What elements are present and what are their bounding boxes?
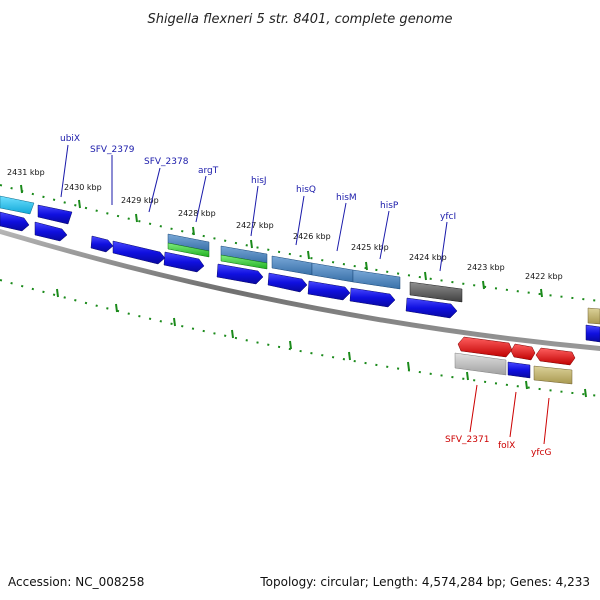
- major-tick: [56, 288, 59, 298]
- gene-label[interactable]: yfcI: [440, 212, 456, 222]
- major-tick: [424, 271, 427, 281]
- major-tick: [307, 250, 310, 260]
- gene-feature-hisQ[interactable]: [271, 255, 313, 276]
- gene-labels-bottom: SFV_2371 folX yfcG: [445, 435, 551, 458]
- kbp-label: 2427 kbp: [236, 221, 274, 230]
- cds-arrow[interactable]: [349, 287, 396, 308]
- gene-label[interactable]: SFV_2371: [445, 435, 489, 445]
- leader-line: [469, 384, 478, 433]
- topology-text: Topology: circular; Length: 4,574,284 bp…: [259, 575, 590, 589]
- kbp-label: 2425 kbp: [351, 243, 389, 252]
- major-tick: [365, 261, 368, 271]
- reverse-strand-features: [454, 336, 576, 385]
- cds-arrow[interactable]: [405, 297, 458, 319]
- scale-ticks-bottom: [0, 279, 600, 398]
- gene-label[interactable]: yfcG: [531, 448, 551, 458]
- gene-feature-folX[interactable]: [510, 343, 536, 361]
- gene-feature-green[interactable]: [167, 242, 210, 258]
- major-tick: [192, 226, 195, 236]
- gene-label[interactable]: hisP: [380, 201, 399, 211]
- major-tick: [173, 317, 176, 327]
- gene-label[interactable]: ubiX: [60, 134, 80, 144]
- major-tick: [348, 351, 351, 361]
- leader-line: [336, 202, 347, 252]
- cds-arrow[interactable]: [267, 272, 308, 293]
- gene-feature-hisM[interactable]: [311, 262, 354, 283]
- major-tick: [525, 380, 528, 390]
- cds-arrow[interactable]: [34, 221, 68, 242]
- cds-arrow[interactable]: [307, 280, 351, 301]
- gene-feature-ubiX[interactable]: [37, 204, 73, 225]
- kbp-labels: 2431 kbp 2430 kbp 2429 kbp 2428 kbp 2427…: [7, 168, 563, 281]
- scale-ticks-top: [0, 184, 600, 302]
- major-tick: [407, 361, 410, 371]
- accession-text: Accession: NC_008258: [8, 575, 144, 589]
- gene-labels-top: ubiX SFV_2379 SFV_2378 argT hisJ hisQ hi…: [60, 134, 456, 222]
- cds-arrow[interactable]: [0, 211, 30, 232]
- gene-leader-lines: [60, 144, 550, 445]
- leader-line: [148, 167, 161, 213]
- leader-line: [379, 210, 390, 260]
- kbp-label: 2423 kbp: [467, 263, 505, 272]
- leader-line: [295, 195, 305, 246]
- major-tick: [250, 239, 253, 249]
- cds-arrow[interactable]: [585, 324, 600, 343]
- gene-label[interactable]: hisJ: [251, 176, 267, 186]
- major-tick: [466, 371, 469, 381]
- major-tick: [584, 388, 587, 398]
- major-tick: [135, 213, 138, 223]
- leader-line: [543, 397, 550, 445]
- forward-strand-features: [0, 195, 600, 325]
- gene-label[interactable]: argT: [198, 166, 219, 176]
- gene-feature-yfcI[interactable]: [409, 281, 463, 303]
- gene-label[interactable]: hisQ: [296, 185, 316, 195]
- kbp-label: 2426 kbp: [293, 232, 331, 241]
- map-title: Shigella flexneri 5 str. 8401, complete …: [147, 12, 452, 27]
- gene-feature-SFV_2371[interactable]: [457, 336, 513, 358]
- kbp-label: 2422 kbp: [525, 272, 563, 281]
- gene-label[interactable]: SFV_2379: [90, 145, 135, 155]
- major-tick: [78, 199, 81, 209]
- cds-arrow[interactable]: [90, 235, 114, 253]
- major-tick: [482, 280, 485, 290]
- major-tick: [20, 184, 23, 194]
- gene-label[interactable]: hisM: [336, 193, 357, 203]
- cds-arrow[interactable]: [507, 361, 531, 379]
- gene-feature-khaki[interactable]: [587, 307, 600, 325]
- leader-line: [60, 144, 69, 198]
- leader-line: [509, 391, 517, 438]
- gene-feature-khaki[interactable]: [533, 365, 573, 385]
- cds-forward-arrows: [0, 211, 600, 343]
- gene-feature-yfcG[interactable]: [535, 347, 576, 366]
- gene-feature-green[interactable]: [220, 254, 268, 270]
- gene-label[interactable]: folX: [498, 441, 515, 451]
- gene-feature-cyan[interactable]: [0, 195, 35, 215]
- leader-line: [195, 175, 207, 223]
- kbp-label: 2429 kbp: [121, 196, 159, 205]
- gene-feature-gray[interactable]: [454, 352, 507, 376]
- major-tick: [289, 340, 292, 350]
- cds-arrow[interactable]: [112, 240, 166, 265]
- leader-line: [250, 185, 259, 237]
- major-tick: [231, 329, 234, 339]
- cds-arrow[interactable]: [163, 251, 205, 273]
- kbp-label: 2431 kbp: [7, 168, 45, 177]
- gene-label[interactable]: SFV_2378: [144, 157, 189, 167]
- gene-feature-hisP[interactable]: [352, 269, 401, 290]
- kbp-label: 2424 kbp: [409, 253, 447, 262]
- major-tick: [115, 303, 118, 313]
- major-tick: [540, 288, 543, 298]
- cds-arrow[interactable]: [216, 263, 264, 285]
- kbp-label: 2428 kbp: [178, 209, 216, 218]
- kbp-label: 2430 kbp: [64, 183, 102, 192]
- leader-line: [439, 221, 448, 272]
